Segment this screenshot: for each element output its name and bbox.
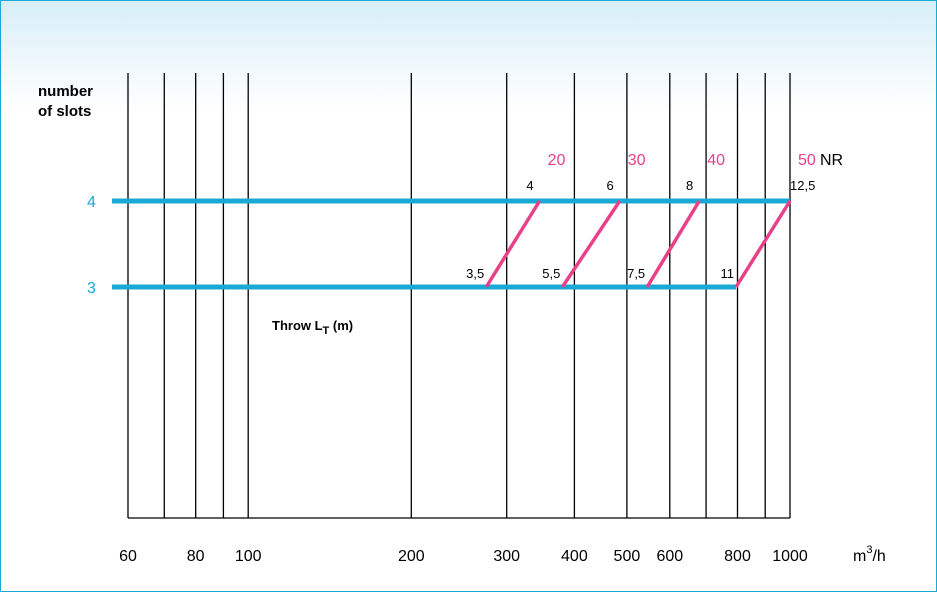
nr-label-20: 20 (548, 152, 566, 169)
x-tick-label-100: 100 (235, 548, 262, 565)
x-tick-label-1000: 1000 (772, 548, 808, 565)
throw-label-4-30: 6 (606, 178, 613, 193)
throw-label-3-40: 7,5 (627, 266, 645, 281)
x-tick-label-500: 500 (614, 548, 641, 565)
x-tick-label-800: 800 (724, 548, 751, 565)
chart-grid (127, 73, 791, 519)
x-unit-label: m3/h (853, 544, 886, 565)
throw-label-3-50: 11 (721, 266, 735, 281)
y-tick-label-4: 4 (87, 194, 96, 211)
x-tick-label-600: 600 (656, 548, 683, 565)
nr-line-30 (560, 200, 622, 288)
nr-line-40 (645, 200, 701, 288)
nr-label-40: 40 (707, 152, 725, 169)
throw-label-4-20: 4 (526, 178, 533, 193)
throw-label-3-30: 5,5 (542, 266, 560, 281)
throw-label: Throw LT (m) (272, 318, 353, 337)
chart-labels: 60 80 100 200 300 400 500 600 800 1000 4 3 20 4 3,5 30 6… (87, 152, 816, 565)
nr-label-50: 50 (798, 152, 816, 169)
x-tick-label-200: 200 (398, 548, 425, 565)
y-axis-label-line2: of slots (38, 103, 91, 120)
x-tick-label-60: 60 (119, 548, 137, 565)
x-tick-label-400: 400 (561, 548, 588, 565)
nr-label-30: 30 (628, 152, 646, 169)
y-axis-label-line1: number (38, 83, 93, 100)
y-tick-label-3: 3 (87, 280, 96, 297)
throw-label-3-20: 3,5 (466, 266, 484, 281)
nr-line-50 (734, 200, 792, 288)
throw-label-4-40: 8 (686, 178, 693, 193)
nr-line-20 (484, 200, 542, 288)
throw-label-4-50: 12,5 (790, 178, 815, 193)
slot-lines (112, 198, 790, 290)
x-tick-label-80: 80 (187, 548, 205, 565)
nr-lines (484, 200, 792, 288)
nr-unit-label: NR (820, 152, 843, 169)
x-tick-label-300: 300 (493, 548, 520, 565)
